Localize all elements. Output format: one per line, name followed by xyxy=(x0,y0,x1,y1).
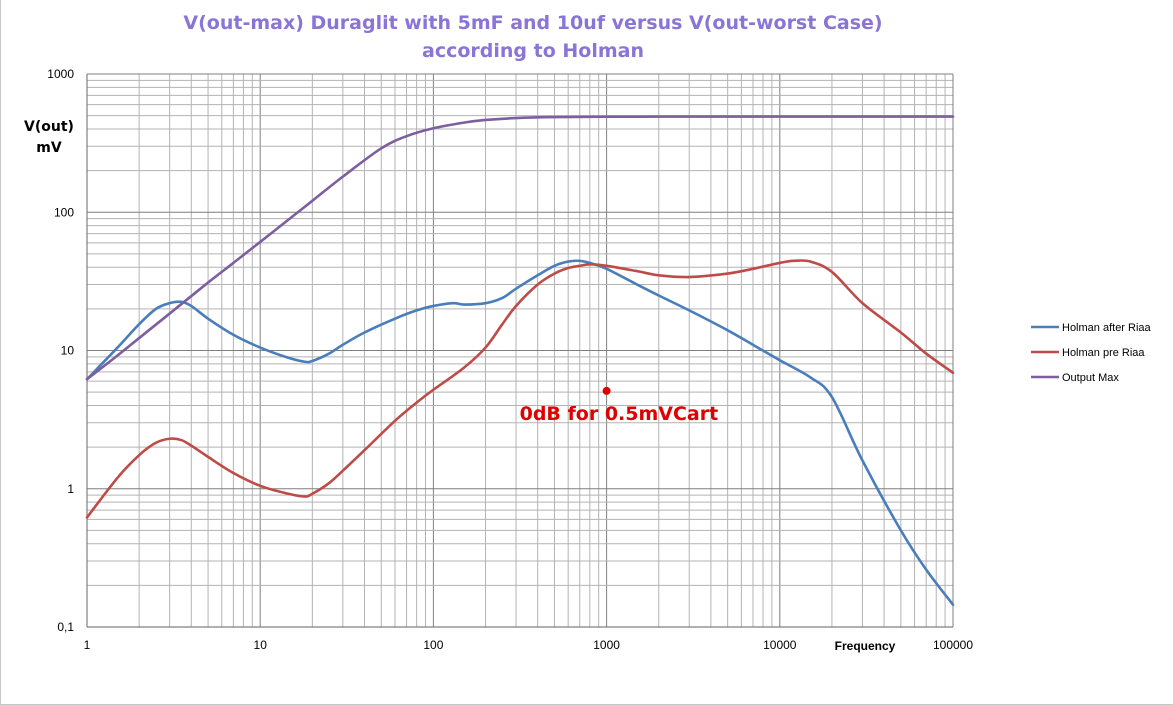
x-tick-label: 1000 xyxy=(593,638,620,652)
x-tick-label: 100 xyxy=(423,638,443,652)
y-tick-label: 1000 xyxy=(47,67,74,81)
annotation-marker xyxy=(602,386,611,395)
annotation-label: 0dB for 0.5mVCart xyxy=(520,403,719,425)
legend-entry-label: Holman pre Riaa xyxy=(1062,347,1145,359)
x-tick-label: 10000 xyxy=(763,638,797,652)
y-tick-label: 0,1 xyxy=(57,620,74,634)
chart-title-line-2: according to Holman xyxy=(422,40,644,62)
x-axis-label: Frequency xyxy=(835,639,896,653)
series-line-holman-pre-riaa xyxy=(85,259,955,519)
series-lines xyxy=(85,115,955,606)
plot-grid xyxy=(86,73,954,628)
y-tick-label: 1 xyxy=(67,482,74,496)
legend-entry-label: Holman after Riaa xyxy=(1062,322,1152,334)
x-tick-label: 100000 xyxy=(933,638,973,652)
y-tick-label: 100 xyxy=(54,205,74,219)
axis-ticks: 1 10 100 1000 10000 100000 0,1 1 10 100 1000 xyxy=(47,67,973,652)
annotations: 0dB for 0.5mVCart xyxy=(520,386,719,425)
y-axis-label-line-2: mV xyxy=(36,140,62,156)
x-tick-label: 10 xyxy=(254,638,268,652)
chart-title-line-1: V(out-max) Duraglit with 5mF and 10uf ve… xyxy=(183,12,882,34)
y-tick-label: 10 xyxy=(61,344,75,358)
chart-legend: Holman after Riaa Holman pre Riaa Output M… xyxy=(1031,322,1152,384)
series-line-output-max xyxy=(85,115,955,381)
series-line-holman-after-riaa xyxy=(85,259,955,606)
legend-entry-label: Output Max xyxy=(1062,372,1119,384)
y-axis-label-line-1: V(out) xyxy=(24,119,74,135)
x-tick-label: 1 xyxy=(84,638,91,652)
